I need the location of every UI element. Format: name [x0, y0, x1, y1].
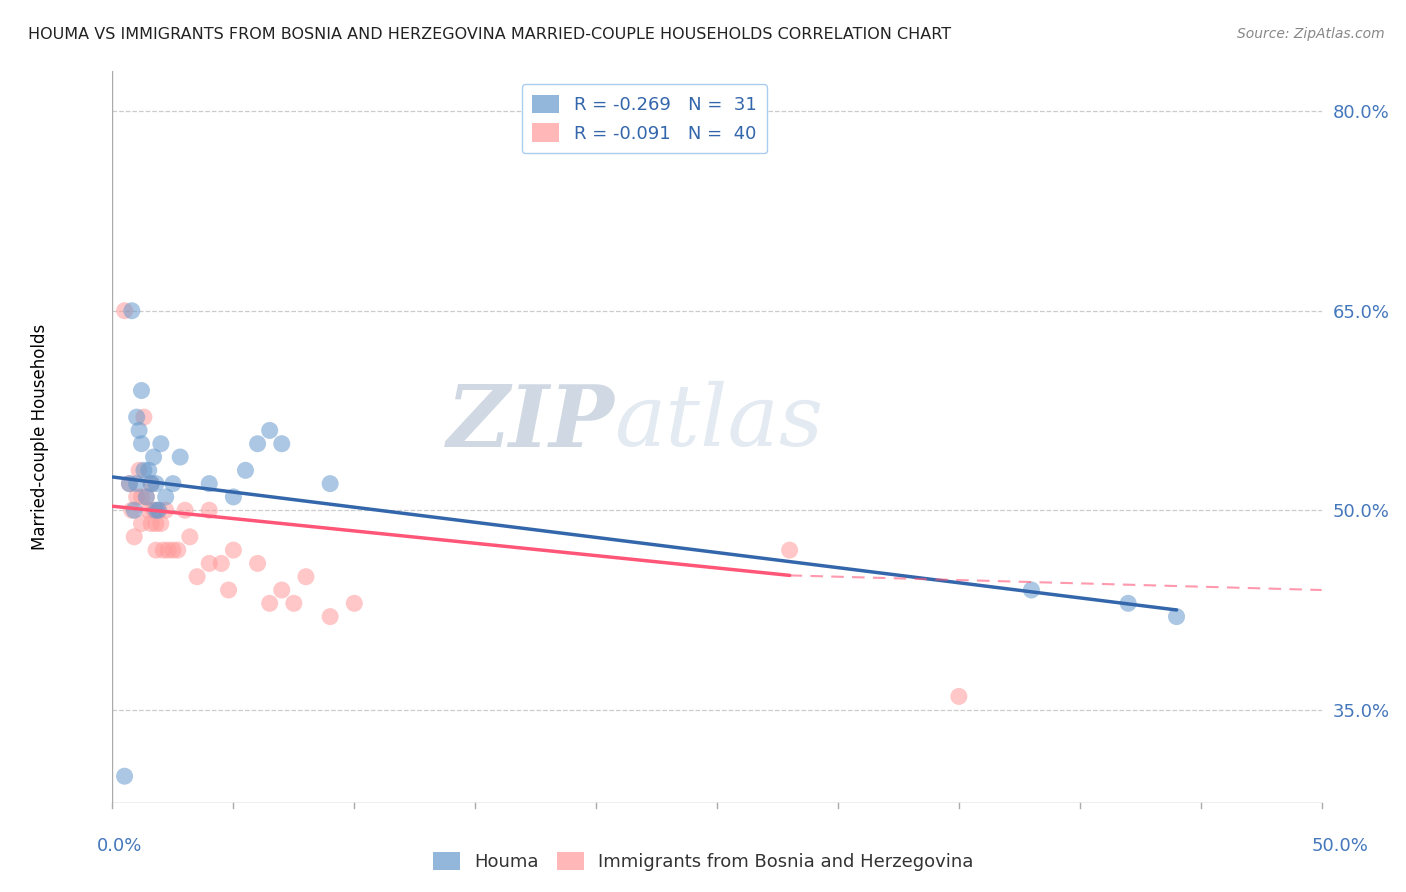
Point: [122, 503, 145, 517]
Point: [125, 476, 148, 491]
Point: [270, 436, 292, 450]
Point: [128, 424, 150, 438]
Point: [235, 463, 257, 477]
Point: [246, 557, 269, 571]
Point: [1116, 596, 1139, 610]
Point: [131, 516, 153, 531]
Point: [142, 503, 165, 517]
Point: [162, 476, 184, 491]
Point: [186, 570, 208, 584]
Point: [948, 690, 970, 704]
Point: [218, 582, 240, 597]
Legend: R = -0.269   N =  31, R = -0.091   N =  40: R = -0.269 N = 31, R = -0.091 N = 40: [522, 84, 768, 153]
Point: [155, 503, 177, 517]
Point: [162, 543, 184, 558]
Text: Source: ZipAtlas.com: Source: ZipAtlas.com: [1237, 27, 1385, 41]
Point: [132, 463, 155, 477]
Point: [131, 384, 153, 398]
Point: [145, 476, 167, 491]
Point: [125, 490, 148, 504]
Point: [246, 436, 269, 450]
Point: [259, 424, 281, 438]
Point: [141, 476, 163, 491]
Point: [198, 476, 221, 491]
Point: [138, 503, 160, 517]
Point: [270, 582, 292, 597]
Point: [145, 543, 167, 558]
Point: [125, 410, 148, 425]
Point: [174, 503, 197, 517]
Point: [295, 570, 318, 584]
Text: Married-couple Households: Married-couple Households: [31, 324, 49, 550]
Point: [128, 463, 150, 477]
Point: [122, 530, 145, 544]
Text: atlas: atlas: [614, 381, 824, 464]
Point: [319, 476, 342, 491]
Point: [118, 476, 141, 491]
Point: [121, 503, 143, 517]
Point: [141, 516, 163, 531]
Text: 50.0%: 50.0%: [1312, 837, 1368, 855]
Point: [138, 463, 160, 477]
Text: ZIP: ZIP: [447, 381, 614, 464]
Point: [135, 490, 157, 504]
Point: [319, 609, 342, 624]
Point: [142, 450, 165, 464]
Point: [1021, 582, 1043, 597]
Point: [1166, 609, 1188, 624]
Point: [135, 490, 157, 504]
Point: [131, 490, 153, 504]
Point: [145, 503, 167, 517]
Point: [145, 516, 167, 531]
Point: [259, 596, 281, 610]
Point: [149, 516, 172, 531]
Point: [343, 596, 366, 610]
Point: [283, 596, 305, 610]
Point: [141, 476, 163, 491]
Point: [131, 436, 153, 450]
Point: [198, 503, 221, 517]
Point: [148, 503, 170, 517]
Point: [148, 503, 170, 517]
Point: [155, 490, 177, 504]
Point: [114, 769, 136, 783]
Point: [779, 543, 801, 558]
Point: [152, 543, 174, 558]
Point: [209, 557, 232, 571]
Point: [198, 557, 221, 571]
Text: 0.0%: 0.0%: [97, 837, 142, 855]
Point: [132, 410, 155, 425]
Point: [149, 436, 172, 450]
Point: [157, 543, 180, 558]
Text: HOUMA VS IMMIGRANTS FROM BOSNIA AND HERZEGOVINA MARRIED-COUPLE HOUSEHOLDS CORREL: HOUMA VS IMMIGRANTS FROM BOSNIA AND HERZ…: [28, 27, 952, 42]
Point: [114, 303, 136, 318]
Point: [121, 303, 143, 318]
Point: [169, 450, 191, 464]
Point: [166, 543, 188, 558]
Point: [118, 476, 141, 491]
Point: [222, 490, 245, 504]
Point: [179, 530, 201, 544]
Legend: Houma, Immigrants from Bosnia and Herzegovina: Houma, Immigrants from Bosnia and Herzeg…: [425, 845, 981, 879]
Point: [222, 543, 245, 558]
